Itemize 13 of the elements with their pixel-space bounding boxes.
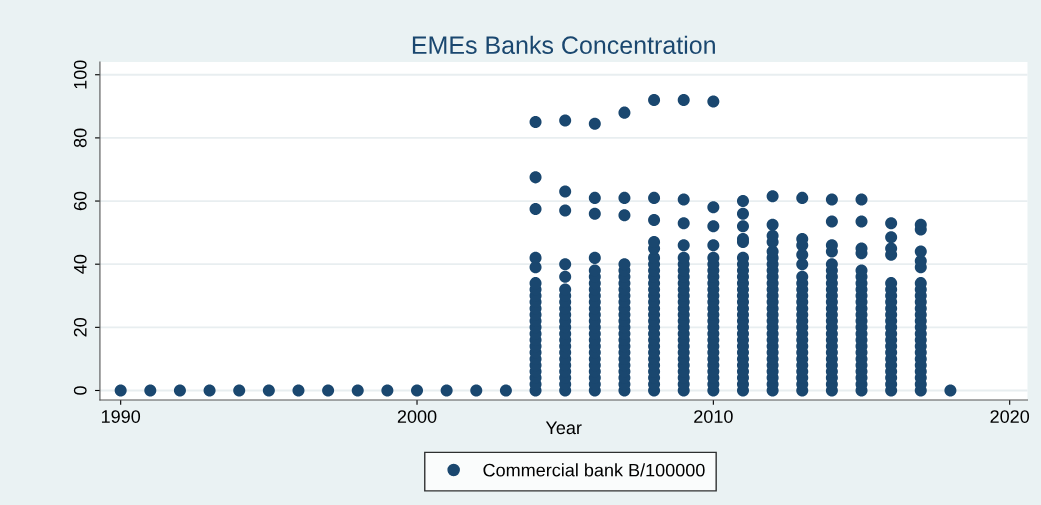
y-tick-label: 0 [73, 386, 87, 395]
y-tick-label: 100 [73, 60, 87, 89]
y-tick-label: 20 [73, 318, 87, 337]
legend-label: Commercial bank B/100000 [483, 463, 705, 477]
y-tick-label: 80 [73, 128, 87, 148]
y-tick-label: 60 [73, 191, 87, 211]
y-tick-label: 40 [73, 254, 87, 274]
x-tick-label: 2010 [694, 410, 733, 423]
x-axis-title: Year [545, 421, 582, 435]
x-tick-label: 1990 [101, 410, 141, 423]
x-tick-label: 2020 [990, 410, 1030, 423]
chart-title: EMEs Banks Concentration [412, 35, 715, 55]
x-tick-label: 2000 [397, 410, 437, 423]
